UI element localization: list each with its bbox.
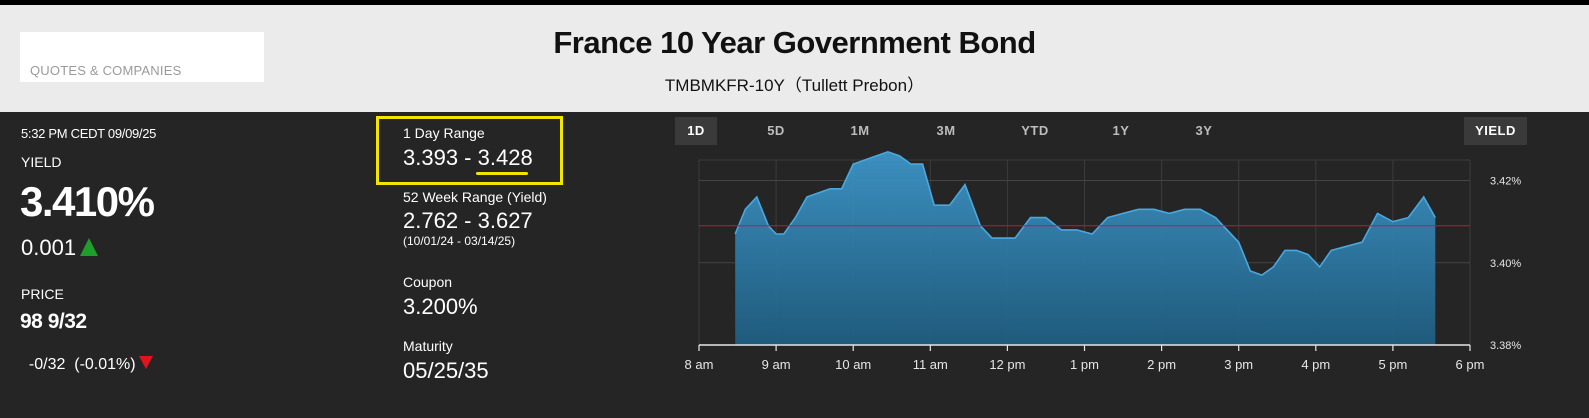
y-tick-label: 3.40%	[1490, 258, 1521, 270]
x-tick-label: 3 pm	[1224, 357, 1253, 372]
day-range-low: 3.393	[403, 145, 459, 170]
yield-mode-button[interactable]: YIELD	[1464, 117, 1527, 145]
yield-chart: 8 am 9 am 10 am 11 am 12 pm 1 pm 2 pm 3 pm 4 pm 5…	[685, 150, 1521, 372]
tab-3y[interactable]: 3Y	[1195, 123, 1213, 138]
yield-change-value: 0.001	[21, 235, 77, 260]
day-range-value: 3.393 - 3.428	[403, 145, 533, 171]
x-tick-label: 5 pm	[1378, 357, 1407, 372]
x-tick-label: 9 am	[762, 357, 791, 372]
range-tabs: 1D 5D 1M 3M YTD 1Y 3Y YIELD	[673, 117, 1527, 145]
yield-value: 3.410%	[20, 178, 155, 225]
day-range-high: 3.428	[477, 145, 533, 170]
tab-3m[interactable]: 3M	[936, 123, 956, 138]
tab-1d[interactable]: 1D	[675, 117, 717, 145]
x-tick-label: 4 pm	[1301, 357, 1330, 372]
page-header: QUOTES & COMPANIES France 10 Year Govern…	[0, 5, 1589, 112]
tab-5d[interactable]: 5D	[767, 123, 785, 138]
yield-label: YIELD	[21, 154, 62, 170]
week52-range-label: 52 Week Range (Yield)	[403, 189, 547, 205]
yield-change: 0.001	[21, 235, 99, 261]
maturity-value: 05/25/35	[403, 358, 489, 383]
quote-timestamp: 5:32 PM CEDT 09/09/25	[21, 126, 157, 141]
yield-line	[734, 150, 1436, 276]
x-tick-label: 6 pm	[1456, 357, 1485, 372]
price-value: 98 9/32	[20, 310, 87, 333]
x-tick-label: 2 pm	[1147, 357, 1176, 372]
x-tick-labels: 8 am 9 am 10 am 11 am 12 pm 1 pm 2 pm 3 pm 4 pm 5…	[685, 345, 1485, 372]
price-label: PRICE	[21, 286, 64, 302]
search-placeholder: QUOTES & COMPANIES	[30, 63, 182, 78]
day-range-label: 1 Day Range	[403, 125, 485, 141]
week52-range-dates: (10/01/24 - 03/14/25)	[403, 234, 516, 248]
tab-ytd[interactable]: YTD	[1021, 123, 1049, 138]
y-tick-label: 3.42%	[1490, 176, 1521, 188]
down-arrow-icon	[138, 356, 153, 369]
top-border	[0, 0, 1589, 5]
price-change-value: -0/32 (-0.01%)	[28, 356, 136, 373]
x-tick-label: 12 pm	[989, 357, 1025, 372]
coupon-value: 3.200%	[403, 294, 478, 319]
ticker-subtitle: TMBMKFR-10Y（Tullett Prebon）	[664, 76, 925, 95]
y-tick-labels: 3.38% 3.40% 3.42%	[1490, 176, 1521, 352]
day-range-highlight	[376, 116, 563, 185]
quotes-search-input[interactable]: QUOTES & COMPANIES	[20, 32, 264, 82]
day-range-high-underline	[476, 172, 528, 175]
week52-range-value: 2.762 - 3.627	[403, 208, 533, 233]
page-title: France 10 Year Government Bond	[553, 25, 1036, 60]
tab-1m[interactable]: 1M	[850, 123, 870, 138]
coupon-label: Coupon	[403, 274, 453, 290]
up-arrow-icon	[80, 238, 99, 256]
yield-area	[735, 151, 1436, 345]
y-tick-label: 3.38%	[1490, 340, 1521, 352]
x-tick-label: 1 pm	[1070, 357, 1099, 372]
day-range-separator: -	[458, 145, 478, 170]
x-tick-label: 8 am	[685, 357, 714, 372]
tab-1y[interactable]: 1Y	[1112, 123, 1130, 138]
x-tick-label: 11 am	[913, 357, 948, 372]
price-change: -0/32 (-0.01%)	[20, 338, 153, 374]
maturity-label: Maturity	[403, 338, 453, 354]
x-tick-label: 10 am	[835, 357, 871, 372]
